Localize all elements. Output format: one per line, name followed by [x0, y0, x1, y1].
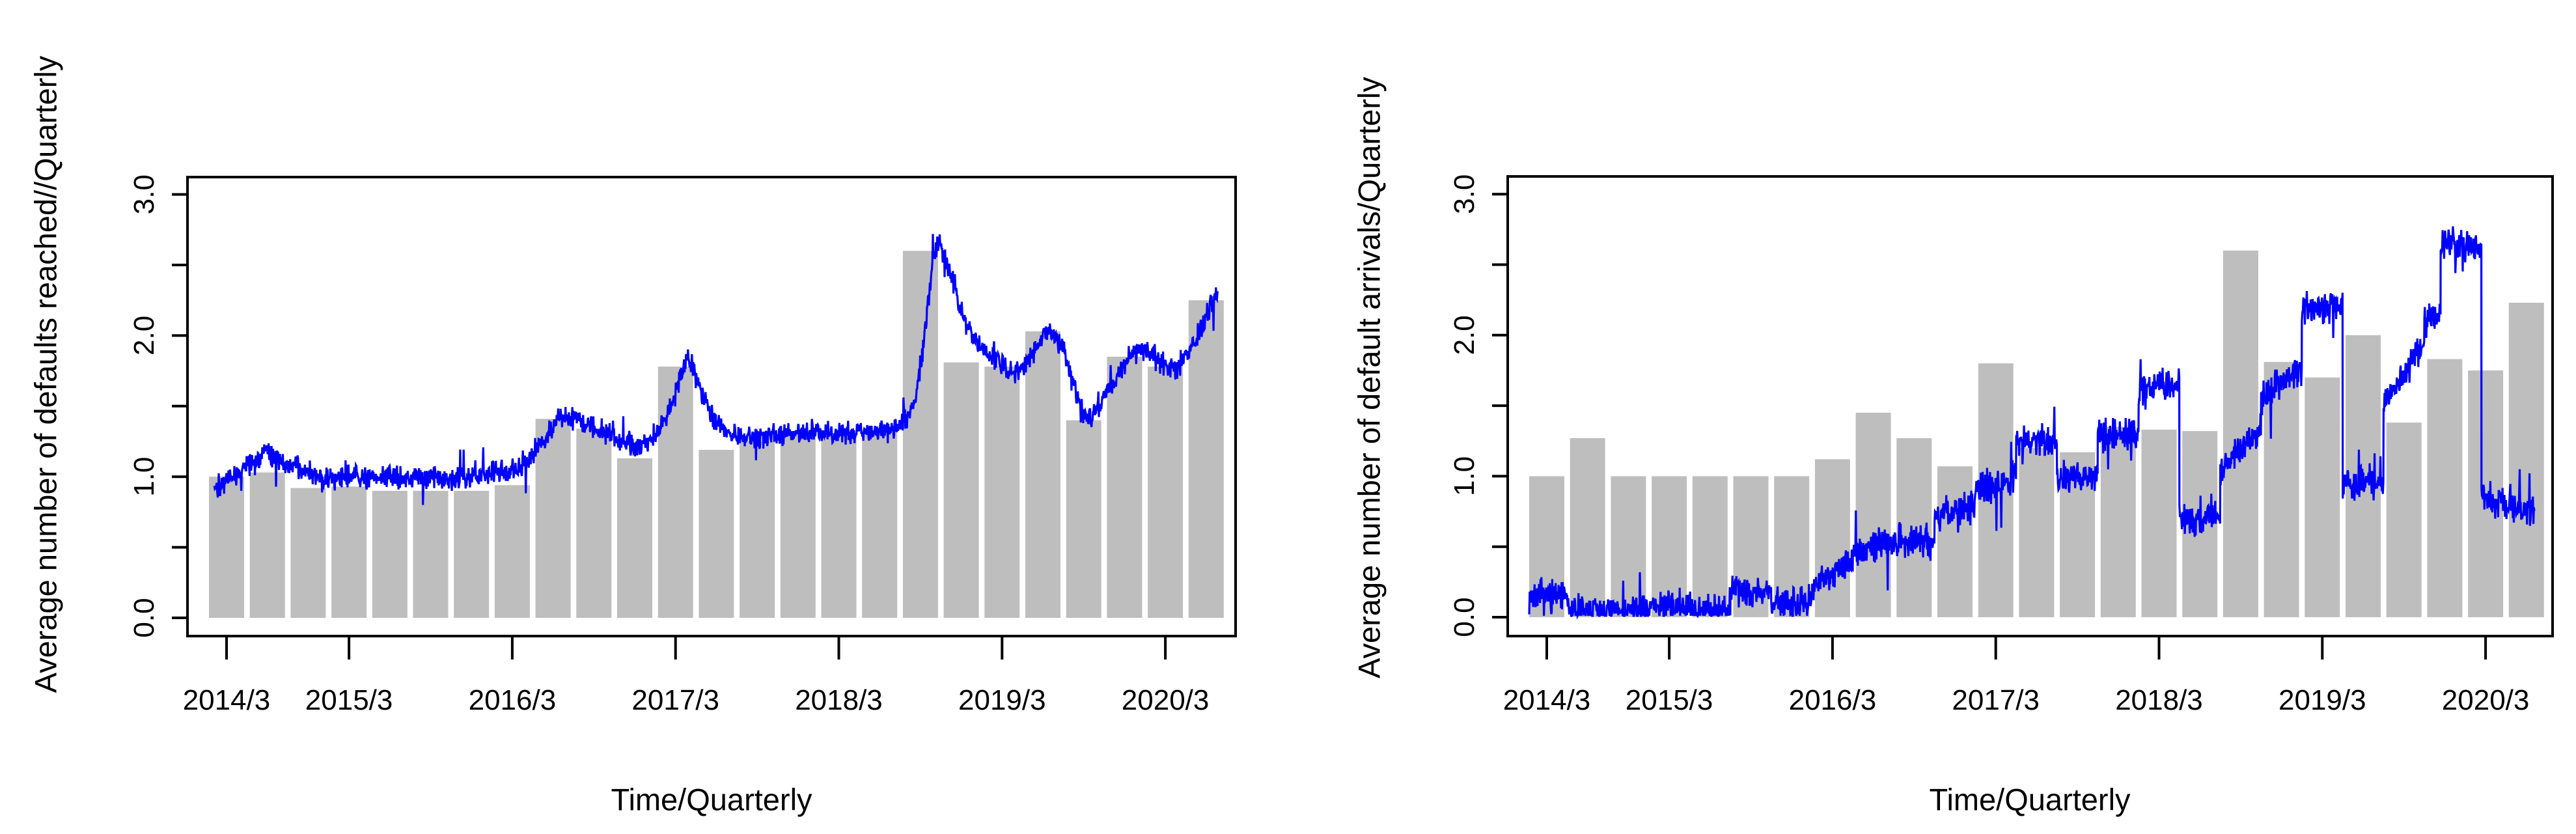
right-panel: 0.0 1.0 2.0 3.0 2014/3 2015/3 2016/3 2017/3 2018…	[1448, 174, 2554, 716]
x-tick-label: 2015/3	[1626, 684, 1713, 716]
x-tick-label: 2017/3	[631, 684, 719, 716]
bar-quarter-7	[454, 490, 490, 618]
y-tick-label: 2.0	[1448, 315, 1480, 355]
x-tick-label: 2019/3	[2278, 684, 2366, 716]
bar-quarter-5	[1692, 476, 1728, 617]
y-tick-label: 3.0	[128, 174, 160, 214]
bar-quarter-25	[1188, 300, 1224, 618]
y-tick-label: 2.0	[128, 316, 160, 355]
x-tick-label: 2017/3	[1952, 684, 2040, 716]
bar-quarter-11	[1937, 466, 1973, 617]
bar-quarter-22	[1066, 420, 1101, 618]
bar-quarter-14	[740, 441, 775, 618]
bar-quarter-10	[576, 428, 612, 618]
bar-quarter-16	[2141, 429, 2177, 617]
y-axis: 0.0 1.0 2.0 3.0	[1448, 174, 1508, 637]
bar-quarter-17	[862, 432, 898, 618]
x-tick-label: 2016/3	[1789, 684, 1877, 716]
x-tick-label: 2020/3	[1122, 684, 1210, 716]
bar-quarter-23	[1107, 356, 1143, 618]
x-axis: 2014/3 2015/3 2016/3 2017/3 2018/3 2019/3 2020…	[1503, 636, 2530, 716]
bar-quarter-8	[494, 485, 530, 618]
bar-quarter-15	[2100, 426, 2136, 617]
x-axis: 2014/3 2015/3 2016/3 2017/3 2018/3 2019/3 2020…	[183, 636, 1210, 716]
x-tick-label: 2015/3	[305, 684, 393, 716]
x-tick-label: 2018/3	[795, 684, 883, 716]
bar-quarter-18	[902, 251, 938, 618]
y-tick-label: 1.0	[1448, 456, 1480, 496]
bar-quarter-6	[413, 490, 449, 618]
blue-noisy-line	[213, 234, 1219, 505]
x-tick-label: 2020/3	[2442, 684, 2530, 716]
left-x-axis-title: Time/Quarterly	[611, 782, 812, 817]
bar-quarter-9	[535, 419, 571, 618]
bars-group	[1529, 250, 2544, 618]
bar-quarter-7	[1774, 476, 1810, 617]
bar-quarter-3	[290, 488, 326, 618]
bar-quarter-2	[249, 472, 285, 618]
bar-quarter-13	[699, 450, 734, 618]
y-tick-label: 1.0	[128, 457, 160, 497]
x-tick-label: 2019/3	[958, 684, 1046, 716]
y-tick-label: 0.0	[128, 598, 160, 637]
bar-quarter-2	[1570, 438, 1605, 617]
left-y-axis-title: Average number of defaults reached//Quar…	[28, 55, 63, 693]
right-y-axis-title: Average number of default arrivals/Quart…	[1351, 77, 1387, 678]
x-tick-label: 2014/3	[1503, 684, 1591, 716]
bar-quarter-16	[821, 432, 857, 618]
bar-quarter-4	[331, 486, 367, 618]
bar-quarter-22	[2386, 423, 2422, 617]
blue-step-line	[1528, 226, 2536, 620]
bar-quarter-5	[372, 490, 408, 618]
x-tick-label: 2014/3	[183, 684, 271, 716]
bar-quarter-15	[780, 434, 816, 618]
bar-quarter-24	[1148, 367, 1184, 618]
bar-quarter-20	[984, 367, 1020, 618]
bar-quarter-21	[1025, 331, 1060, 618]
bar-quarter-23	[2427, 359, 2463, 617]
bar-quarter-12	[658, 367, 693, 618]
right-x-axis-title: Time/Quarterly	[1929, 782, 2131, 817]
bar-quarter-1	[209, 477, 244, 618]
bar-quarter-20	[2305, 377, 2340, 617]
y-tick-label: 0.0	[1448, 597, 1480, 637]
bar-quarter-9	[1855, 412, 1891, 617]
y-axis: 0.0 1.0 2.0 3.0	[128, 174, 187, 638]
bar-quarter-13	[2019, 448, 2055, 617]
bar-quarter-11	[617, 458, 652, 618]
bar-quarter-8	[1814, 459, 1850, 617]
y-tick-label: 3.0	[1448, 174, 1480, 214]
x-tick-label: 2016/3	[469, 684, 557, 716]
bar-quarter-19	[943, 362, 979, 618]
x-tick-label: 2018/3	[2115, 684, 2203, 716]
bar-quarter-25	[2508, 302, 2544, 617]
left-panel: 0.0 1.0 2.0 3.0 2014/3 2015/3 2016/3 2017/3 2018…	[128, 174, 1237, 716]
bars-group	[209, 251, 1224, 618]
